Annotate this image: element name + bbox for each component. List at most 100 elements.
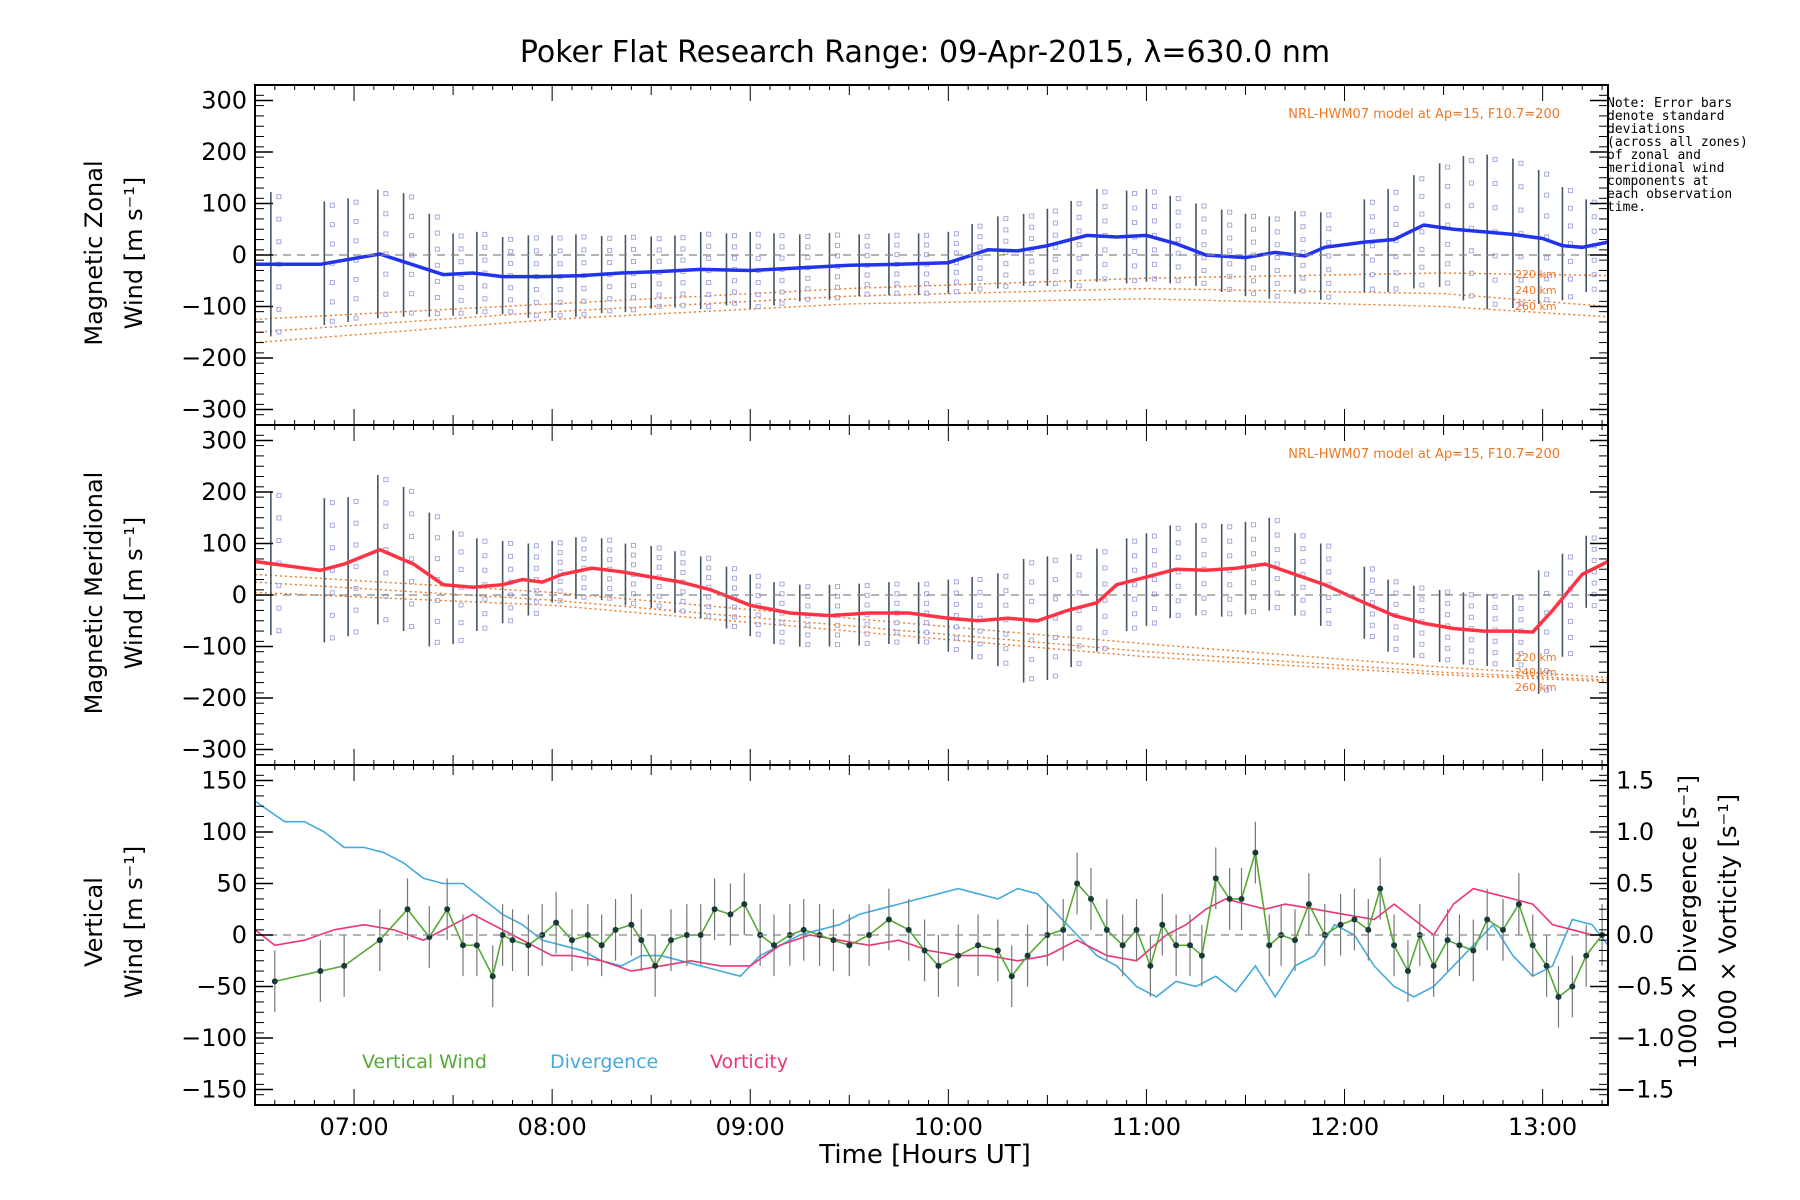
zone-sample	[1102, 189, 1108, 195]
zone-sample	[1419, 596, 1425, 602]
zone-sample	[1003, 602, 1009, 608]
zone-sample	[1102, 645, 1108, 651]
zone-sample	[924, 290, 930, 296]
meridional-mean-line	[254, 547, 1609, 634]
zone-sample	[755, 573, 761, 579]
zone-sample	[924, 271, 930, 277]
zone-sample	[1544, 648, 1550, 654]
zone-sample	[607, 576, 613, 582]
zone-sample	[1274, 280, 1280, 286]
zone-sample	[1250, 226, 1256, 232]
zone-sample	[533, 554, 539, 560]
zone-sample	[680, 560, 686, 566]
zone-sample	[607, 557, 613, 563]
zone-sample	[680, 280, 686, 286]
zone-sample	[276, 194, 282, 200]
zone-sample	[1274, 532, 1280, 538]
zone-sample	[1227, 611, 1233, 617]
zone-sample	[1151, 591, 1157, 597]
zone-sample	[1250, 580, 1256, 586]
vertical-wind-point	[1044, 932, 1051, 938]
zone-sample	[508, 553, 514, 559]
zone-sample	[864, 641, 870, 647]
zone-sample	[1151, 606, 1157, 612]
zone-sample	[630, 295, 636, 301]
zone-sample	[731, 244, 737, 250]
zone-sample	[1151, 533, 1157, 539]
zone-sample	[1227, 248, 1233, 254]
zone-sample	[1468, 648, 1474, 654]
zone-sample	[1029, 637, 1035, 643]
zone-sample	[1591, 214, 1597, 220]
vertical-ylabel-1: Vertical	[80, 877, 108, 967]
zone-sample	[1227, 582, 1233, 588]
zone-sample	[1250, 278, 1256, 284]
vertical-wind-point	[1543, 962, 1550, 969]
zone-sample	[706, 255, 712, 261]
zone-sample	[276, 284, 282, 290]
zone-sample	[1567, 188, 1573, 194]
vertical-wind-point	[317, 968, 324, 975]
zone-sample	[755, 583, 761, 589]
zone-sample	[353, 607, 359, 613]
zone-sample	[1076, 201, 1082, 207]
vertical-wind-point	[509, 937, 516, 944]
zone-sample	[1445, 164, 1451, 170]
vertical-wind-point	[1391, 942, 1398, 949]
zone-sample	[953, 289, 959, 295]
vertical-wind-point	[1337, 921, 1344, 928]
zone-sample	[581, 556, 587, 562]
vertical-wind-point	[1060, 926, 1067, 933]
zone-sample	[864, 272, 870, 278]
x-tick-label: 13:00	[1508, 1113, 1577, 1141]
zone-sample	[894, 290, 900, 296]
y-tick-label: −200	[181, 344, 247, 372]
legend-divergence: Divergence	[550, 1051, 658, 1073]
y-right-tick-label: 1.0	[1616, 818, 1654, 846]
zone-sample	[1151, 261, 1157, 267]
zone-sample	[864, 291, 870, 297]
zone-sample	[1518, 651, 1524, 657]
zone-sample	[1567, 570, 1573, 576]
zone-sample	[1393, 601, 1399, 607]
zone-sample	[1419, 585, 1425, 591]
zone-sample	[581, 260, 587, 266]
zone-sample	[1326, 212, 1332, 218]
zone-sample	[731, 575, 737, 581]
zone-sample	[1151, 218, 1157, 224]
zone-sample	[894, 252, 900, 258]
zone-sample	[755, 231, 761, 237]
vertical-wind-point	[1147, 962, 1154, 969]
y-right-tick-label: −0.5	[1616, 973, 1674, 1001]
zone-sample	[383, 617, 389, 623]
zone-sample	[1175, 264, 1181, 270]
zone-sample	[680, 302, 686, 308]
zone-sample	[409, 271, 415, 277]
zone-sample	[706, 613, 712, 619]
zone-sample	[607, 284, 613, 290]
zone-sample	[1492, 253, 1498, 259]
zone-sample	[1052, 244, 1058, 250]
zone-sample	[1132, 191, 1138, 197]
vertical-wind-point	[866, 932, 873, 938]
zone-sample	[458, 310, 464, 316]
zone-sample	[482, 257, 488, 263]
zone-sample	[834, 274, 840, 280]
zone-sample	[1518, 594, 1524, 600]
meridional-ylabel-2: Wind [m s⁻¹]	[120, 517, 148, 669]
zone-sample	[533, 235, 539, 241]
zone-sample	[482, 625, 488, 631]
zone-sample	[1274, 561, 1280, 567]
zone-sample	[482, 231, 488, 237]
zone-sample	[1393, 270, 1399, 276]
zone-sample	[1132, 277, 1138, 283]
zone-sample	[1102, 597, 1108, 603]
zone-sample	[1445, 600, 1451, 606]
zone-sample	[482, 309, 488, 315]
zone-sample	[557, 299, 563, 305]
zone-sample	[1102, 581, 1108, 587]
note-line: meridional wind	[1607, 161, 1724, 176]
y-tick-label: 0	[232, 581, 247, 609]
zone-sample	[557, 312, 563, 318]
zone-sample	[680, 589, 686, 595]
